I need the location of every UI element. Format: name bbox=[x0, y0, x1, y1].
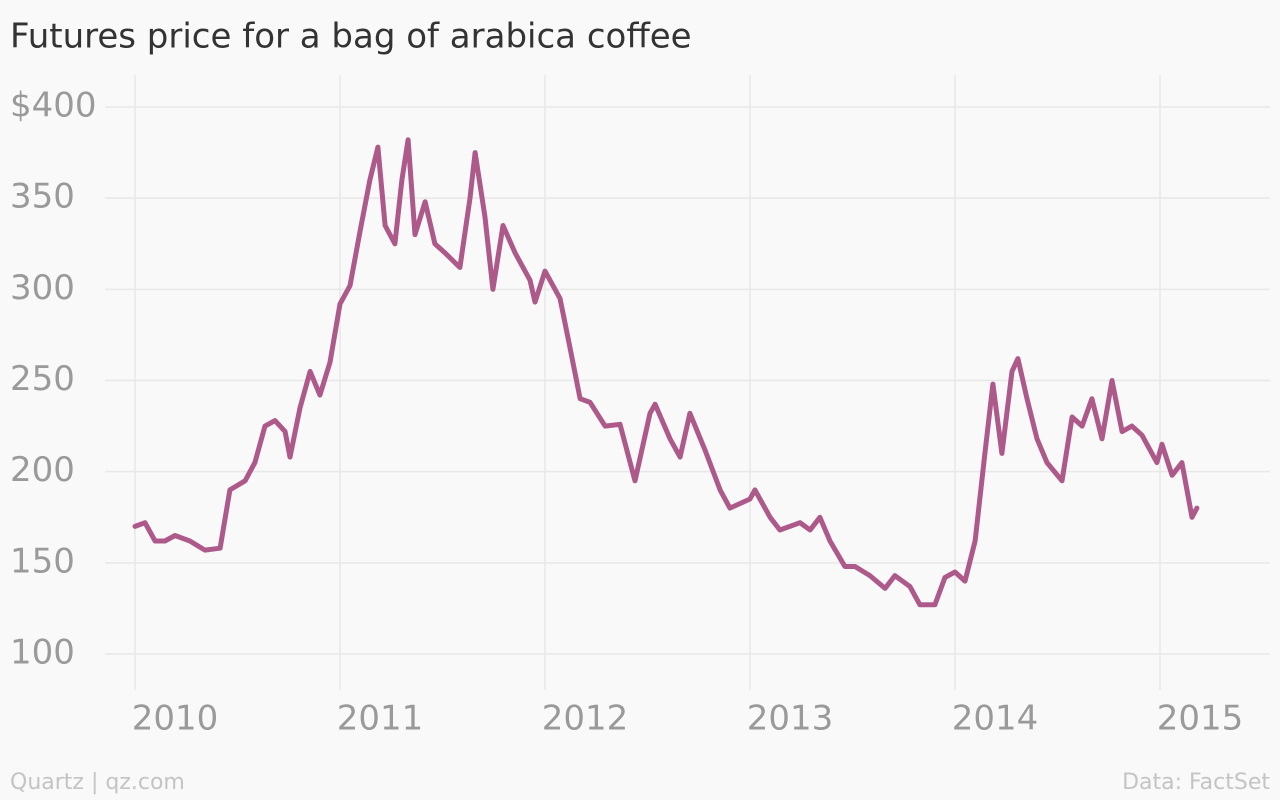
price-line bbox=[132, 137, 1200, 608]
y-tick-label: 100 bbox=[10, 633, 75, 673]
chart-title: Futures price for a bag of arabica coffe… bbox=[10, 17, 692, 57]
x-tick-label: 2012 bbox=[542, 699, 629, 739]
y-tick-label: 350 bbox=[10, 177, 75, 217]
y-tick-label: 300 bbox=[10, 268, 75, 308]
y-tick-label: 250 bbox=[10, 359, 75, 399]
y-tick-label: 150 bbox=[10, 541, 75, 581]
source: Quartz | qz.com bbox=[10, 770, 185, 795]
x-tick-label: 2011 bbox=[337, 699, 424, 739]
x-tick-label: 2015 bbox=[1157, 699, 1244, 739]
x-tick-label: 2014 bbox=[952, 699, 1039, 739]
x-tick-label: 2013 bbox=[747, 699, 834, 739]
x-tick-label: 2010 bbox=[132, 699, 219, 739]
credit: Data: FactSet bbox=[1122, 770, 1270, 795]
y-tick-label: 200 bbox=[10, 450, 75, 490]
y-tick-label: $400 bbox=[10, 86, 97, 126]
